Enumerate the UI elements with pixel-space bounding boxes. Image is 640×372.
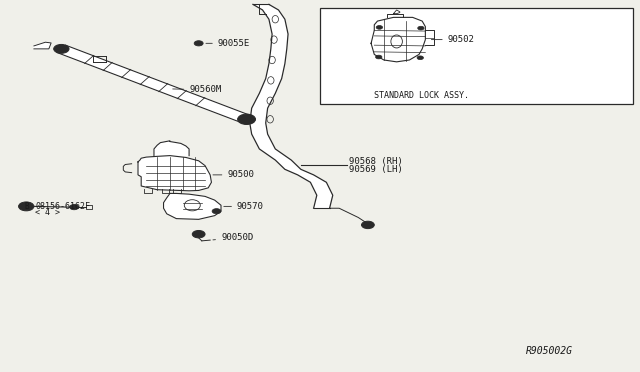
Polygon shape (164, 193, 221, 219)
Circle shape (242, 117, 251, 122)
Polygon shape (371, 17, 426, 62)
Text: < 4 >: < 4 > (35, 208, 60, 217)
Text: STANDARD LOCK ASSY.: STANDARD LOCK ASSY. (374, 91, 469, 100)
Text: 90569 (LH): 90569 (LH) (349, 165, 403, 174)
Text: 08156-6162F: 08156-6162F (35, 202, 90, 211)
Text: B: B (24, 202, 29, 211)
Circle shape (192, 231, 205, 238)
Polygon shape (250, 4, 333, 208)
Text: 90568 (RH): 90568 (RH) (349, 157, 403, 166)
Text: 90500: 90500 (213, 170, 254, 179)
Text: 90502: 90502 (431, 35, 475, 44)
Polygon shape (154, 141, 189, 156)
Circle shape (237, 114, 255, 125)
Text: 90570: 90570 (224, 202, 264, 211)
Circle shape (194, 41, 203, 46)
Circle shape (19, 202, 34, 211)
Circle shape (417, 56, 424, 60)
Circle shape (376, 26, 383, 29)
Polygon shape (57, 45, 251, 123)
Circle shape (54, 44, 69, 53)
Bar (320, 8, 633, 105)
Text: 90560M: 90560M (173, 85, 221, 94)
Circle shape (376, 55, 382, 59)
Circle shape (70, 205, 79, 210)
Text: 90050D: 90050D (213, 233, 253, 243)
Circle shape (212, 209, 221, 214)
Polygon shape (138, 155, 211, 191)
Text: R905002G: R905002G (526, 346, 573, 356)
Circle shape (418, 26, 424, 30)
Polygon shape (34, 42, 51, 49)
Text: 90055E: 90055E (206, 39, 250, 48)
Circle shape (362, 221, 374, 229)
